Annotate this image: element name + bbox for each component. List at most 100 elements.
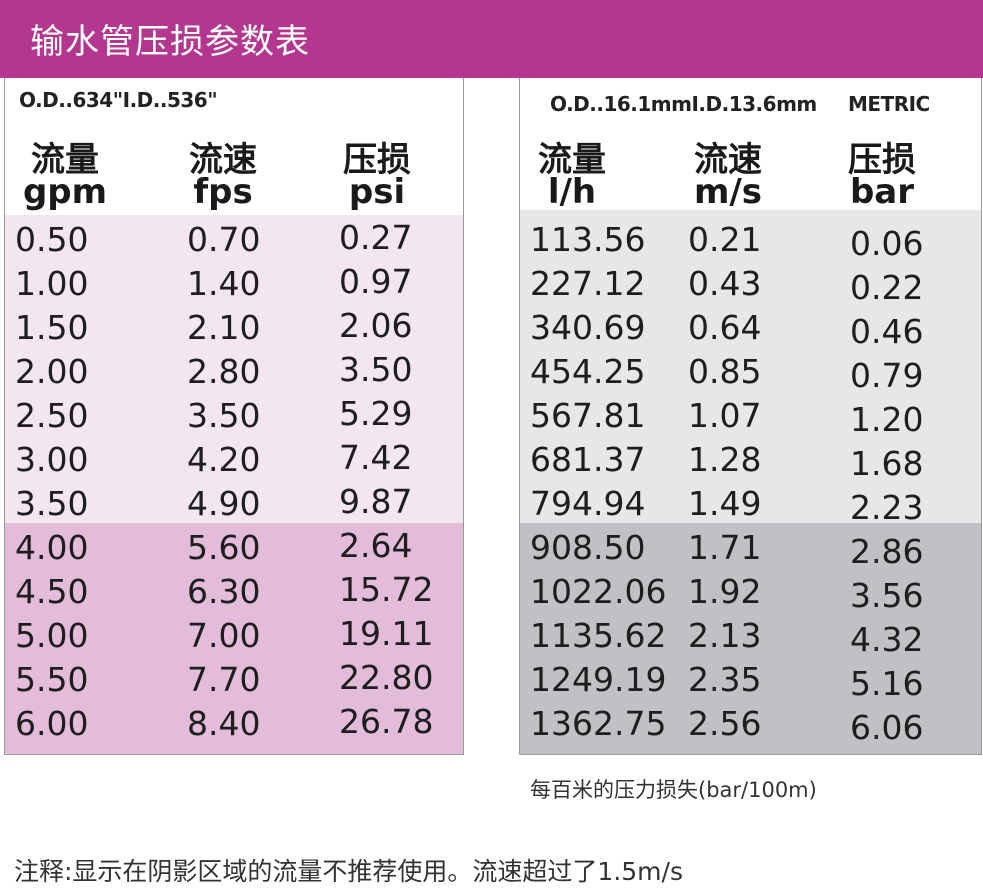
table-cell: 2.35	[688, 660, 762, 699]
table-cell: 2.64	[339, 526, 413, 565]
table-cell: 0.64	[688, 308, 762, 347]
table-cell: 4.20	[187, 440, 261, 479]
not-recommended-zone	[5, 523, 463, 754]
table-cell: 4.90	[187, 484, 261, 523]
table-cell: 8.40	[187, 704, 261, 743]
table-cell: 908.50	[530, 528, 646, 567]
table-cell: 0.27	[339, 218, 413, 257]
header-loss-bar: 压损 bar	[832, 140, 932, 212]
table-cell: 0.22	[850, 268, 924, 307]
table-row: 3.50 4.90 9.87	[5, 480, 463, 524]
table-cell: 1.07	[688, 396, 762, 435]
table-row: 3.00 4.20 7.42	[5, 436, 463, 480]
header-velocity-fps: 流速 fps	[173, 140, 273, 212]
table-cell: 1249.19	[530, 660, 667, 699]
header-loss-psi: 压损 psi	[327, 140, 427, 212]
table-row: 4.00 5.60 2.64	[5, 524, 463, 568]
table-cell: 1.49	[688, 484, 762, 523]
table-cell: 5.29	[339, 394, 413, 433]
table-cell: 5.16	[850, 664, 924, 703]
recommended-zone	[520, 210, 981, 523]
table-row: 1022.06 1.92 3.56	[520, 568, 981, 615]
table-cell: 6.30	[187, 572, 261, 611]
table-cell: 9.87	[339, 482, 413, 521]
table-cell: 0.70	[187, 220, 261, 259]
table-cell: 6.06	[850, 708, 924, 747]
table-row: 1362.75 2.56 6.06	[520, 700, 981, 747]
header-label: 流速	[189, 140, 257, 180]
metric-label: METRIC	[848, 92, 930, 116]
header-unit: l/h	[547, 172, 597, 212]
table-cell: 1022.06	[530, 572, 667, 611]
header-unit: gpm	[22, 172, 108, 212]
header-label: 压损	[343, 140, 411, 180]
table-cell: 567.81	[530, 396, 646, 435]
metric-unit-footnote: 每百米的压力损失(bar/100m)	[530, 778, 817, 802]
header-unit: bar	[849, 172, 915, 212]
table-cell: 681.37	[530, 440, 646, 479]
table-cell: 7.42	[339, 438, 413, 477]
table-row: 340.69 0.64 0.46	[520, 304, 981, 351]
table-row: 567.81 1.07 1.20	[520, 392, 981, 439]
table-cell: 1.50	[15, 308, 89, 347]
table-cell: 3.50	[15, 484, 89, 523]
table-row: 908.50 1.71 2.86	[520, 524, 981, 571]
table-cell: 19.11	[339, 614, 434, 653]
title-banner: 输水管压损参数表	[0, 0, 983, 78]
table-cell: 0.46	[850, 312, 924, 351]
table-cell: 0.06	[850, 224, 924, 263]
table-cell: 1135.62	[530, 616, 667, 655]
table-cell: 15.72	[339, 570, 434, 609]
table-cell: 22.80	[339, 658, 434, 697]
table-row: 1249.19 2.35 5.16	[520, 656, 981, 703]
table-cell: 2.06	[339, 306, 413, 345]
imperial-dimensions: O.D..634"I.D..536"	[19, 88, 218, 112]
header-velocity-ms: 流速 m/s	[678, 143, 778, 212]
table-row: 4.50 6.30 15.72	[5, 568, 463, 612]
header-unit: fps	[193, 172, 253, 212]
header-unit: m/s	[693, 172, 763, 212]
table-cell: 26.78	[339, 702, 434, 741]
table-cell: 5.50	[15, 660, 89, 699]
table-row: 6.00 8.40 26.78	[5, 700, 463, 744]
table-row: 5.00 7.00 19.11	[5, 612, 463, 656]
table-row: 454.25 0.85 0.79	[520, 348, 981, 395]
table-cell: 794.94	[530, 484, 646, 523]
table-cell: 1.71	[688, 528, 762, 567]
table-cell: 0.79	[850, 356, 924, 395]
table-cell: 340.69	[530, 308, 646, 347]
table-cell: 4.50	[15, 572, 89, 611]
table-row: 2.50 3.50 5.29	[5, 392, 463, 436]
table-cell: 3.50	[187, 396, 261, 435]
table-cell: 2.23	[850, 488, 924, 527]
header-label: 流量	[31, 140, 99, 180]
table-cell: 2.13	[688, 616, 762, 655]
table-cell: 2.80	[187, 352, 261, 391]
header-label: 流量	[538, 140, 606, 180]
table-cell: 4.32	[850, 620, 924, 659]
header-label: 压损	[848, 140, 916, 180]
table-cell: 3.50	[339, 350, 413, 389]
metric-table: O.D..16.1mmI.D.13.6mm METRIC 流量 l/h 流速 m…	[519, 78, 982, 755]
table-cell: 5.60	[187, 528, 261, 567]
header-flow-gpm: 流量 gpm	[15, 140, 115, 212]
header-unit: psi	[348, 172, 406, 212]
imperial-table: O.D..634"I.D..536" 流量 gpm 流速 fps 压损 psi …	[4, 78, 464, 755]
table-cell: 2.56	[688, 704, 762, 743]
table-cell: 1.92	[688, 572, 762, 611]
table-cell: 7.00	[187, 616, 261, 655]
table-cell: 1362.75	[530, 704, 667, 743]
metric-dimensions: O.D..16.1mmI.D.13.6mm	[550, 92, 817, 116]
table-cell: 2.00	[15, 352, 89, 391]
table-cell: 0.43	[688, 264, 762, 303]
table-cell: 1.40	[187, 264, 261, 303]
table-row: 113.56 0.21 0.06	[520, 216, 981, 263]
table-row: 2.00 2.80 3.50	[5, 348, 463, 392]
table-row: 794.94 1.49 2.23	[520, 480, 981, 527]
not-recommended-zone	[520, 523, 981, 754]
table-row: 1.50 2.10 2.06	[5, 304, 463, 348]
table-cell: 4.00	[15, 528, 89, 567]
table-row: 681.37 1.28 1.68	[520, 436, 981, 483]
table-cell: 2.86	[850, 532, 924, 571]
table-cell: 0.50	[15, 220, 89, 259]
